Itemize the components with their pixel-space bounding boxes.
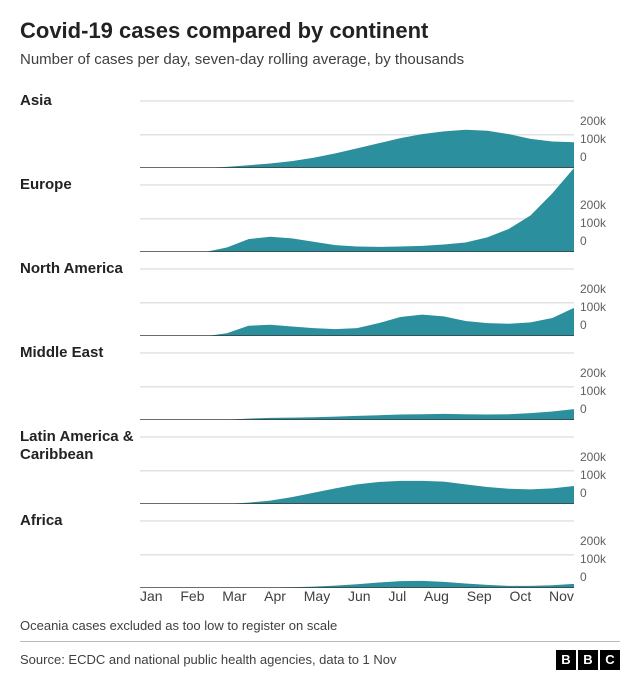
x-tick-label: Jun <box>348 588 371 604</box>
x-axis-labels: Jan Feb Mar Apr May Jun Jul Aug Sep Oct Nov <box>140 586 574 612</box>
y-axis-ticks: 200k100k0 <box>574 336 620 421</box>
source-text: Source: ECDC and national public health … <box>20 652 397 667</box>
area-plot <box>140 168 574 253</box>
x-tick-label: Sep <box>467 588 492 604</box>
x-tick-label: Nov <box>549 588 574 604</box>
chart-row: Middle East200k100k0 <box>20 336 620 414</box>
area-plot <box>140 252 574 337</box>
y-tick-label: 100k <box>580 214 606 232</box>
series-label: North America <box>20 252 140 337</box>
chart-title: Covid-19 cases compared by continent <box>20 18 620 44</box>
y-axis-ticks: 200k100k0 <box>574 420 620 505</box>
y-axis-ticks: 200k100k0 <box>574 168 620 253</box>
x-tick-label: Mar <box>222 588 246 604</box>
x-tick-label: Jul <box>388 588 406 604</box>
x-axis: Jan Feb Mar Apr May Jun Jul Aug Sep Oct Nov <box>20 586 620 612</box>
chart-row: North America200k100k0 <box>20 252 620 330</box>
bbc-logo: BBC <box>556 650 620 670</box>
chart-row: Europe200k100k0 <box>20 168 620 246</box>
area-plot <box>140 336 574 421</box>
series-label: Latin America & Caribbean <box>20 420 140 505</box>
chart-footnote: Oceania cases excluded as too low to reg… <box>20 618 620 633</box>
y-tick-label: 0 <box>580 232 587 250</box>
y-tick-label: 0 <box>580 568 587 586</box>
y-tick-label: 100k <box>580 550 606 568</box>
y-tick-label: 200k <box>580 196 606 214</box>
bbc-logo-letter: B <box>556 650 576 670</box>
y-axis-ticks: 200k100k0 <box>574 252 620 337</box>
source-row: Source: ECDC and national public health … <box>20 641 620 670</box>
y-tick-label: 200k <box>580 448 606 466</box>
x-tick-label: May <box>304 588 330 604</box>
y-tick-label: 0 <box>580 400 587 418</box>
y-axis-ticks: 200k100k0 <box>574 84 620 169</box>
y-tick-label: 200k <box>580 112 606 130</box>
y-tick-label: 100k <box>580 382 606 400</box>
x-tick-label: Apr <box>264 588 286 604</box>
chart-row: Latin America & Caribbean200k100k0 <box>20 420 620 498</box>
small-multiples-container: Asia200k100k0Europe200k100k0North Americ… <box>20 84 620 582</box>
y-axis-ticks: 200k100k0 <box>574 504 620 589</box>
y-tick-label: 200k <box>580 364 606 382</box>
series-label: Europe <box>20 168 140 253</box>
chart-subtitle: Number of cases per day, seven-day rolli… <box>20 50 620 70</box>
area-plot <box>140 504 574 589</box>
area-plot <box>140 420 574 505</box>
series-label: Asia <box>20 84 140 169</box>
x-tick-label: Feb <box>180 588 204 604</box>
x-tick-label: Aug <box>424 588 449 604</box>
y-tick-label: 100k <box>580 130 606 148</box>
y-tick-label: 200k <box>580 532 606 550</box>
bbc-logo-letter: C <box>600 650 620 670</box>
series-label: Africa <box>20 504 140 589</box>
chart-row: Asia200k100k0 <box>20 84 620 162</box>
x-tick-label: Oct <box>509 588 531 604</box>
bbc-logo-letter: B <box>578 650 598 670</box>
area-plot <box>140 84 574 169</box>
y-tick-label: 0 <box>580 148 587 166</box>
y-tick-label: 0 <box>580 484 587 502</box>
series-label: Middle East <box>20 336 140 421</box>
y-tick-label: 200k <box>580 280 606 298</box>
y-tick-label: 100k <box>580 466 606 484</box>
chart-row: Africa200k100k0 <box>20 504 620 582</box>
y-tick-label: 0 <box>580 316 587 334</box>
y-tick-label: 100k <box>580 298 606 316</box>
x-tick-label: Jan <box>140 588 163 604</box>
